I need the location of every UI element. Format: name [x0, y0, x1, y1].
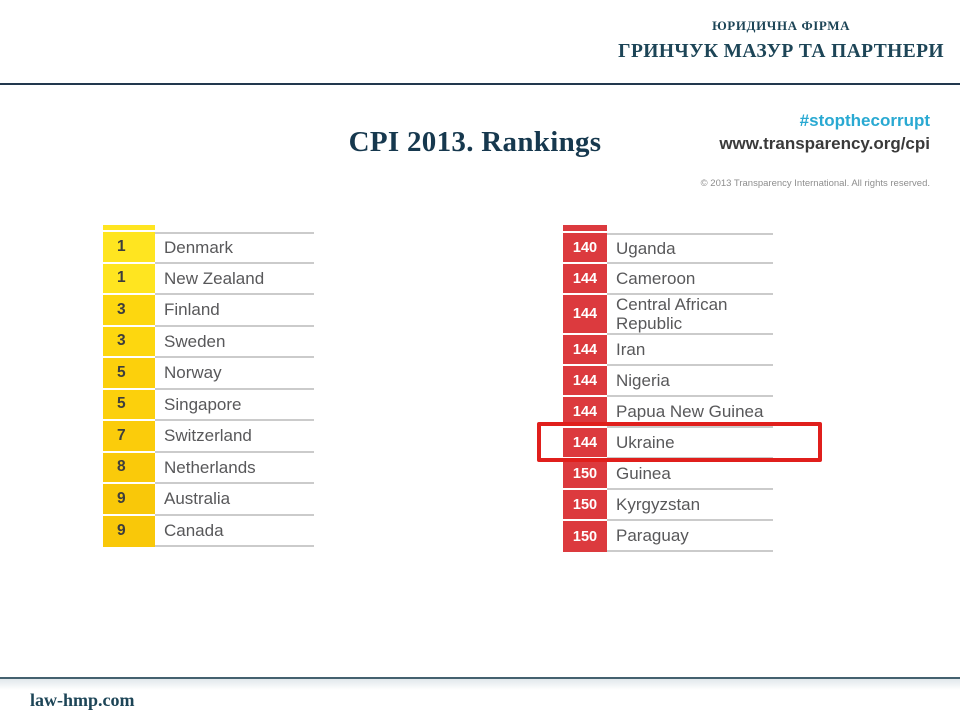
rank-cell: 7 — [103, 421, 155, 453]
table-row: 7 Switzerland — [103, 421, 314, 453]
bottom-table-rows: 140 Uganda 144 Cameroon 144 Central African R… — [563, 233, 773, 552]
top-table-rows: 1 Denmark 1 New Zealand 3 Finland 3 Sweden 5 Norw… — [103, 232, 314, 547]
country-cell: New Zealand — [155, 264, 314, 295]
country-cell: Central African Republic — [607, 295, 773, 335]
table-row: 144 Nigeria — [563, 366, 773, 397]
country-cell: Kyrgyzstan — [607, 490, 773, 521]
table-row: 140 Uganda — [563, 233, 773, 264]
country-cell: Guinea — [607, 459, 773, 490]
country-cell: Norway — [155, 358, 314, 390]
rank-cell: 144 — [563, 428, 607, 459]
rank-cell: 144 — [563, 264, 607, 295]
table-row: 1 Denmark — [103, 232, 314, 264]
country-cell: Papua New Guinea — [607, 397, 773, 428]
table-row: 150 Guinea — [563, 459, 773, 490]
rank-cell: 144 — [563, 366, 607, 397]
hashtag-label: #stopthecorrupt — [799, 111, 930, 130]
footer-divider — [0, 677, 960, 679]
rank-cell: 144 — [563, 335, 607, 366]
table-row: 150 Paraguay — [563, 521, 773, 552]
firm-type-label: ЮРИДИЧНА ФІРМА — [712, 18, 851, 33]
country-cell: Cameroon — [607, 264, 773, 295]
header-divider — [0, 83, 960, 85]
country-cell: Canada — [155, 516, 314, 547]
country-cell: Ukraine — [607, 428, 773, 459]
rank-cell: 144 — [563, 295, 607, 335]
rank-cell: 3 — [103, 326, 155, 358]
footer-shade — [0, 679, 960, 690]
top-table-cut-sliver — [103, 225, 155, 230]
rank-cell: 140 — [563, 233, 607, 264]
table-row: 150 Kyrgyzstan — [563, 490, 773, 521]
country-cell: Sweden — [155, 327, 314, 358]
table-row: 8 Netherlands — [103, 452, 314, 484]
rank-cell: 5 — [103, 358, 155, 390]
rank-cell: 1 — [103, 232, 155, 264]
rank-cell: 150 — [563, 521, 607, 552]
firm-name-label: ГРИНЧУК МАЗУР ТА ПАРТНЕРИ — [618, 41, 944, 62]
rank-cell: 144 — [563, 397, 607, 428]
rank-cell: 8 — [103, 452, 155, 484]
table-row: 9 Canada — [103, 515, 314, 547]
bottom-ranked-table: 140 Uganda 144 Cameroon 144 Central African R… — [537, 225, 822, 552]
table-row: 9 Australia — [103, 484, 314, 516]
top-ranked-table: 1 Denmark 1 New Zealand 3 Finland 3 Sweden 5 Norw… — [103, 225, 314, 547]
country-cell: Iran — [607, 335, 773, 366]
page-title: CPI 2013. Rankings — [348, 126, 602, 158]
rank-cell: 9 — [103, 484, 155, 516]
rank-cell: 9 — [103, 515, 155, 547]
table-row: 144 Iran — [563, 335, 773, 366]
table-row: 144 Ukraine — [563, 428, 773, 459]
table-row: 3 Sweden — [103, 326, 314, 358]
country-cell: Netherlands — [155, 453, 314, 484]
firm-header: ЮРИДИЧНА ФІРМА ГРИНЧУК МАЗУР ТА ПАРТНЕРИ — [618, 18, 944, 63]
table-row: 1 New Zealand — [103, 263, 314, 295]
table-row: 3 Finland — [103, 295, 314, 327]
country-cell: Switzerland — [155, 421, 314, 453]
source-url: www.transparency.org/cpi — [719, 134, 930, 153]
country-cell: Finland — [155, 295, 314, 327]
copyright-notice: © 2013 Transparency International. All r… — [700, 178, 930, 189]
table-row: 5 Norway — [103, 358, 314, 390]
table-row: 144 Central African Republic — [563, 295, 773, 335]
country-cell: Nigeria — [607, 366, 773, 397]
rank-cell: 1 — [103, 263, 155, 295]
country-cell: Australia — [155, 484, 314, 516]
bottom-table-cut-sliver — [563, 225, 607, 231]
table-row: 144 Papua New Guinea — [563, 397, 773, 428]
country-cell: Denmark — [155, 232, 314, 264]
table-row: 5 Singapore — [103, 389, 314, 421]
rank-cell: 3 — [103, 295, 155, 327]
rank-cell: 150 — [563, 459, 607, 490]
country-cell: Singapore — [155, 390, 314, 421]
footer-website: law-hmp.com — [30, 690, 135, 710]
rank-cell: 150 — [563, 490, 607, 521]
country-cell: Uganda — [607, 233, 773, 264]
rank-cell: 5 — [103, 389, 155, 421]
table-row: 144 Cameroon — [563, 264, 773, 295]
country-cell: Paraguay — [607, 521, 773, 552]
source-block: #stopthecorrupt www.transparency.org/cpi… — [701, 111, 930, 189]
